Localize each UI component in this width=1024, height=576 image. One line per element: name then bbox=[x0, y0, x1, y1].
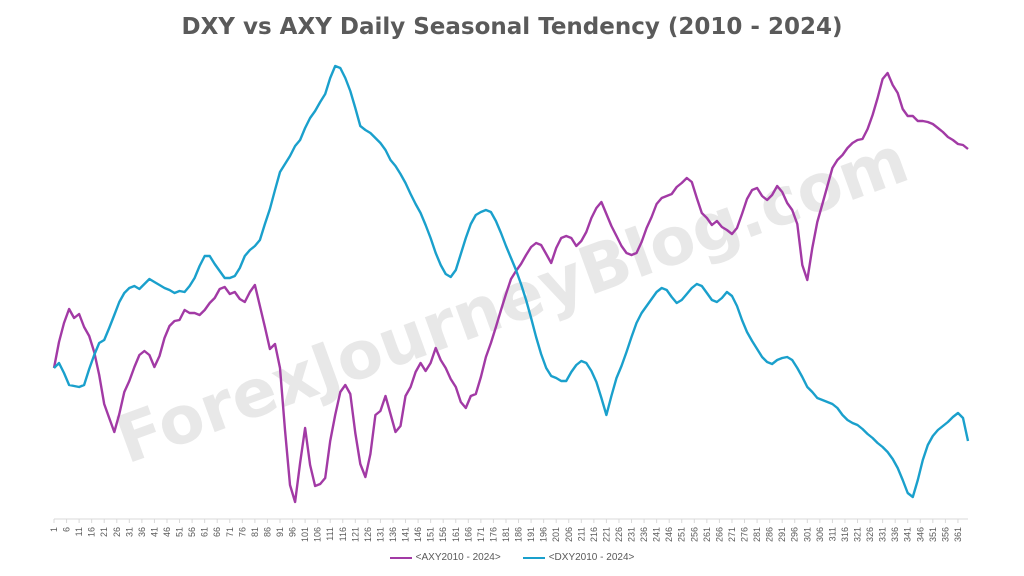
x-tick-label: 321 bbox=[853, 527, 863, 542]
x-tick-label: 261 bbox=[702, 527, 712, 542]
x-tick-label: 101 bbox=[300, 527, 310, 542]
x-tick-label: 356 bbox=[940, 527, 950, 542]
x-tick-label: 211 bbox=[576, 527, 586, 541]
x-tick-label: 1 bbox=[49, 527, 59, 532]
x-tick-label: 276 bbox=[740, 527, 750, 542]
x-tick-label: 71 bbox=[225, 527, 235, 537]
x-tick-label: 31 bbox=[124, 527, 134, 537]
x-tick-label: 91 bbox=[275, 527, 285, 537]
x-tick-label: 56 bbox=[187, 527, 197, 537]
x-tick-label: 46 bbox=[162, 527, 172, 537]
legend-label-axy: <AXY2010 - 2024> bbox=[415, 552, 501, 563]
x-tick-label: 246 bbox=[664, 527, 674, 542]
x-tick-label: 151 bbox=[426, 527, 436, 542]
x-tick-label: 76 bbox=[237, 527, 247, 537]
x-tick-label: 171 bbox=[476, 527, 486, 542]
x-tick-label: 131 bbox=[375, 527, 385, 542]
x-tick-label: 126 bbox=[363, 527, 373, 542]
x-tick-label: 116 bbox=[338, 527, 348, 541]
x-tick-label: 11 bbox=[74, 527, 84, 536]
x-tick-label: 361 bbox=[953, 527, 963, 542]
x-tick-label: 326 bbox=[865, 527, 875, 542]
legend-item-axy: <AXY2010 - 2024> bbox=[389, 552, 501, 563]
x-tick-label: 301 bbox=[802, 527, 812, 542]
x-tick-label: 61 bbox=[200, 527, 210, 537]
series-line-axy bbox=[52, 71, 969, 504]
x-tick-label: 51 bbox=[175, 527, 185, 537]
x-tick-label: 26 bbox=[112, 527, 122, 537]
x-tick-label: 161 bbox=[451, 527, 461, 542]
x-tick-label: 351 bbox=[928, 527, 938, 542]
x-tick-label: 156 bbox=[438, 527, 448, 542]
x-tick-label: 191 bbox=[526, 527, 536, 542]
x-tick-label: 111 bbox=[325, 527, 335, 541]
x-tick-label: 311 bbox=[827, 527, 837, 541]
x-tick-label: 121 bbox=[350, 527, 360, 542]
x-tick-label: 336 bbox=[890, 527, 900, 542]
x-tick-label: 81 bbox=[250, 527, 260, 537]
x-tick-label: 296 bbox=[790, 527, 800, 542]
x-tick-label: 331 bbox=[878, 527, 888, 542]
x-tick-label: 146 bbox=[413, 527, 423, 542]
legend: <AXY2010 - 2024> <DXY2010 - 2024> bbox=[0, 552, 1024, 563]
x-tick-label: 216 bbox=[589, 527, 599, 542]
x-tick-label: 176 bbox=[488, 527, 498, 542]
x-tick-label: 66 bbox=[212, 527, 222, 537]
series-line-dxy bbox=[53, 64, 970, 499]
legend-swatch-axy bbox=[389, 556, 412, 559]
x-tick-label: 251 bbox=[677, 527, 687, 542]
x-tick-label: 281 bbox=[752, 527, 762, 542]
x-axis-ticks: 1 6 11 16 21 26 31 36 41 46 51 56 61 66 71 76 81 86 91 96 10… bbox=[49, 519, 963, 542]
legend-item-dxy: <DXY2010 - 2024> bbox=[522, 552, 635, 563]
x-tick-label: 141 bbox=[401, 527, 411, 542]
x-tick-label: 206 bbox=[564, 527, 574, 542]
x-tick-label: 286 bbox=[765, 527, 775, 542]
chart-title: DXY vs AXY Daily Seasonal Tendency (2010… bbox=[181, 14, 843, 40]
x-tick-label: 201 bbox=[551, 527, 561, 542]
legend-swatch-dxy bbox=[522, 556, 545, 559]
x-tick-label: 306 bbox=[815, 527, 825, 542]
x-tick-label: 166 bbox=[463, 527, 473, 542]
x-tick-label: 231 bbox=[627, 527, 637, 542]
x-tick-label: 21 bbox=[99, 527, 109, 537]
x-tick-label: 241 bbox=[652, 527, 662, 542]
x-tick-label: 291 bbox=[777, 527, 787, 542]
x-tick-label: 41 bbox=[149, 527, 159, 537]
x-tick-label: 196 bbox=[539, 527, 549, 542]
x-tick-label: 186 bbox=[514, 527, 524, 542]
x-tick-label: 6 bbox=[62, 527, 72, 532]
x-tick-label: 16 bbox=[87, 527, 97, 537]
x-tick-label: 106 bbox=[313, 527, 323, 542]
x-tick-label: 226 bbox=[614, 527, 624, 542]
x-tick-label: 346 bbox=[915, 527, 925, 542]
x-tick-label: 271 bbox=[727, 527, 737, 542]
x-tick-label: 266 bbox=[714, 527, 724, 542]
x-tick-label: 86 bbox=[262, 527, 272, 537]
x-tick-label: 221 bbox=[601, 527, 611, 542]
legend-label-dxy: <DXY2010 - 2024> bbox=[548, 552, 635, 563]
x-tick-label: 36 bbox=[137, 527, 147, 537]
x-tick-label: 181 bbox=[501, 527, 511, 542]
x-tick-label: 256 bbox=[689, 527, 699, 542]
x-tick-label: 136 bbox=[388, 527, 398, 542]
x-tick-label: 316 bbox=[840, 527, 850, 542]
x-tick-label: 341 bbox=[903, 527, 913, 542]
x-tick-label: 236 bbox=[639, 527, 649, 542]
series-layer bbox=[52, 64, 970, 504]
x-tick-label: 96 bbox=[288, 527, 298, 537]
